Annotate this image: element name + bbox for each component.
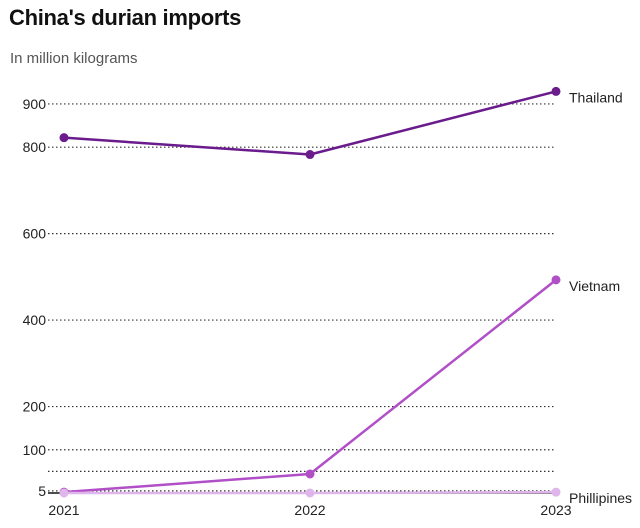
y-tick-label: 200 xyxy=(23,399,47,415)
series-line-thailand xyxy=(63,90,557,156)
data-point-phillipines xyxy=(305,488,315,498)
y-axis-ticks: 5 100 200 400 600 800 900 xyxy=(23,96,47,499)
x-tick-label: 2021 xyxy=(48,502,79,518)
data-point-vietnam xyxy=(551,275,561,285)
data-point-thailand xyxy=(551,86,561,96)
chart-title: China's durian imports xyxy=(9,5,242,30)
data-point-phillipines xyxy=(59,488,69,498)
y-tick-label: 600 xyxy=(23,226,47,242)
y-tick-label: 100 xyxy=(23,442,47,458)
series-labels: Thailand Vietnam Phillipines xyxy=(569,89,632,506)
series-label-vietnam: Vietnam xyxy=(569,278,620,294)
data-point-thailand xyxy=(59,133,69,143)
y-tick-label: 5 xyxy=(38,483,46,499)
series-line-vietnam xyxy=(63,278,557,494)
y-tick-label: 800 xyxy=(23,139,47,155)
series-label-thailand: Thailand xyxy=(569,89,623,105)
y-tick-label: 400 xyxy=(23,312,47,328)
data-point-vietnam xyxy=(305,469,315,479)
y-tick-label: 900 xyxy=(23,96,47,112)
x-axis-ticks: 2021 2022 2023 xyxy=(48,502,571,518)
gridlines xyxy=(48,103,556,494)
data-point-thailand xyxy=(305,150,315,160)
x-tick-label: 2022 xyxy=(294,502,325,518)
data-point-phillipines xyxy=(551,487,561,497)
series-points xyxy=(59,86,561,498)
series-label-phillipines: Phillipines xyxy=(569,490,632,506)
chart-subtitle: In million kilograms xyxy=(10,50,138,67)
x-tick-label: 2023 xyxy=(540,502,571,518)
